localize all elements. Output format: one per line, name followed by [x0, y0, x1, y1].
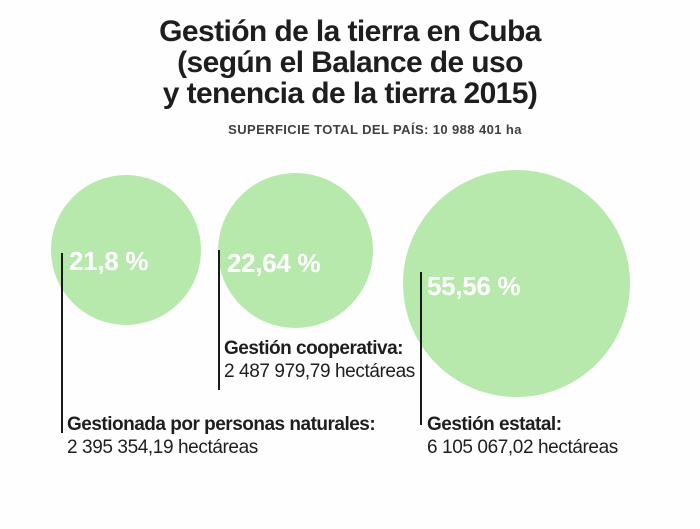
- bubble-gestion-cooperativa: [218, 173, 373, 328]
- connector-line-gestion-cooperativa: [218, 250, 220, 390]
- annotation-gestion-estatal: Gestión estatal: 6 105 067,02 hectáreas: [427, 413, 618, 459]
- chart-title-line-2: (según el Balance de uso: [177, 46, 523, 79]
- connector-line-gestion-estatal: [420, 272, 422, 425]
- annotation-title: Gestión cooperativa:: [224, 338, 403, 359]
- percent-label-gestion-estatal: 55,56 %: [427, 271, 521, 301]
- bubble-personas-naturales: [51, 175, 201, 325]
- annotation-title: Gestionada por personas naturales:: [67, 414, 376, 435]
- annotation-value: 2 395 354,19 hectáreas: [67, 437, 258, 458]
- percent-label-personas-naturales: 21,8 %: [69, 246, 149, 276]
- annotation-value: 6 105 067,02 hectáreas: [427, 437, 618, 458]
- chart-title-line-1: Gestión de la tierra en Cuba: [159, 15, 541, 48]
- annotation-gestion-cooperativa: Gestión cooperativa: 2 487 979,79 hectár…: [224, 337, 415, 383]
- annotation-personas-naturales: Gestionada por personas naturales: 2 395…: [67, 413, 376, 459]
- annotation-title: Gestión estatal:: [427, 414, 562, 435]
- bubble-gestion-estatal: [403, 170, 630, 397]
- chart-title-line-3: y tenencia de la tierra 2015): [162, 77, 538, 110]
- chart-subtitle-total-area: SUPERFICIE TOTAL DEL PAÍS: 10 988 401 ha: [228, 122, 522, 137]
- percent-label-gestion-cooperativa: 22,64 %: [227, 248, 321, 278]
- header: Gestión de la tierra en Cuba (según el B…: [0, 16, 700, 137]
- annotation-value: 2 487 979,79 hectáreas: [224, 361, 415, 382]
- connector-line-personas-naturales: [61, 253, 63, 433]
